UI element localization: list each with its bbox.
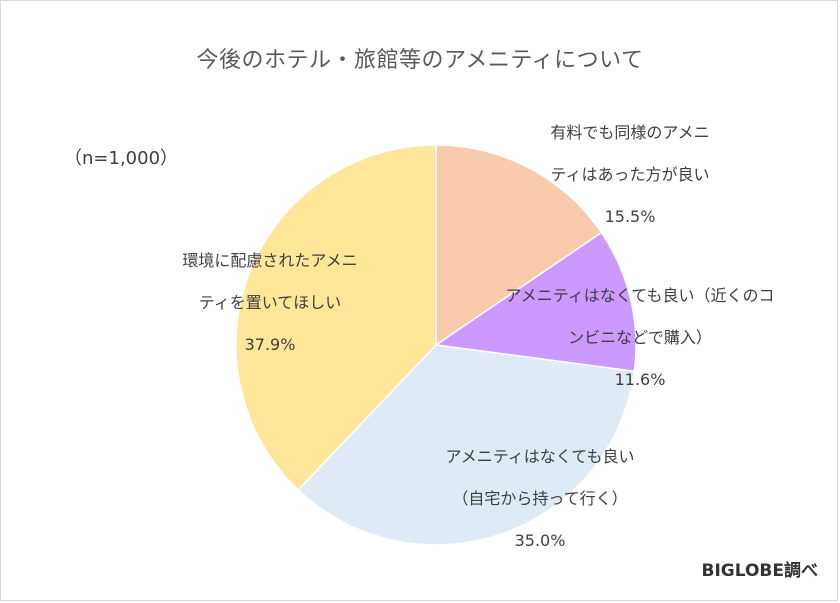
- slice-label-line: ティはあった方が良い: [550, 165, 710, 184]
- pie-slice-buy-at-convenience-store: [433, 231, 637, 373]
- slice-percent: 37.9%: [244, 335, 296, 354]
- sample-size-note: （n=1,000）: [64, 148, 179, 169]
- source-credit: BIGLOBE調べ: [701, 561, 819, 581]
- slice-label-line: アメニティはなくても良い（近くのコ: [505, 286, 775, 305]
- pie-slice-bring-from-home: [297, 344, 636, 546]
- slice-label-line: 環境に配慮されたアメニ: [182, 251, 358, 270]
- slice-label-line: アメニティはなくても良い: [445, 447, 635, 466]
- chart-title: 今後のホテル・旅館等のアメニティについて: [196, 48, 644, 73]
- slice-label-line: （自宅から持って行く）: [452, 489, 628, 508]
- slice-label-paid-amenities: 有料でも同様のアメニ ティはあった方が良い 15.5%: [505, 112, 755, 238]
- pie-slice-eco-friendly-amenities: [235, 144, 437, 491]
- slice-label-line: 有料でも同様のアメニ: [550, 123, 710, 142]
- slice-percent: 11.6%: [614, 370, 666, 389]
- slice-label-line: ンビニなどで購入）: [568, 328, 712, 347]
- slice-label-line: ティを置いてほしい: [198, 293, 342, 312]
- slice-label-eco-friendly-amenities: 環境に配慮されたアメニ ティを置いてほしい 37.9%: [140, 240, 400, 366]
- slice-percent: 15.5%: [604, 207, 656, 226]
- slice-label-bring-from-home: アメニティはなくても良い （自宅から持って行く） 35.0%: [395, 436, 685, 562]
- slice-percent: 35.0%: [514, 531, 566, 550]
- pie-slice-paid-amenities: [435, 144, 603, 347]
- slice-label-buy-at-convenience-store: アメニティはなくても良い（近くのコ ンビニなどで購入） 11.6%: [460, 275, 820, 401]
